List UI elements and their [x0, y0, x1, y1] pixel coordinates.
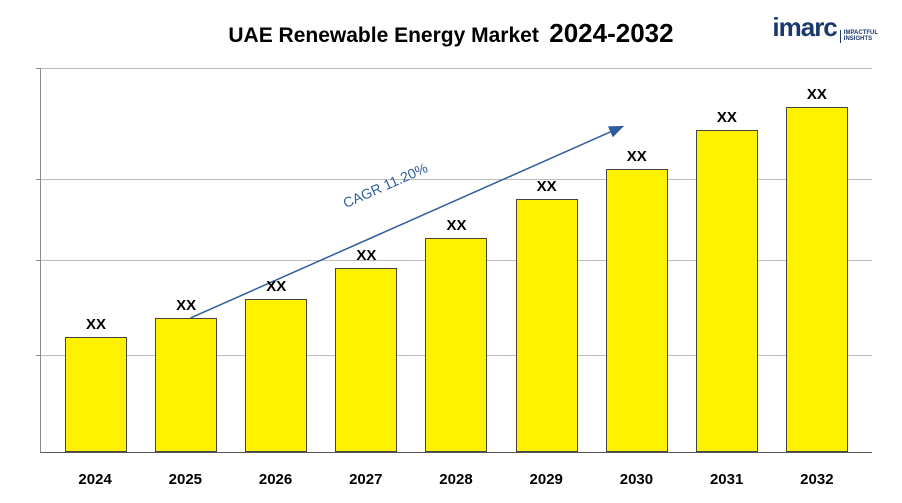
logo-tagline: IMPACTFUL INSIGHTS [840, 30, 878, 43]
chart-canvas: UAE Renewable Energy Market 2024-2032 im… [0, 0, 902, 503]
bar-value-label: XX [717, 109, 737, 126]
bar-value-label: XX [86, 316, 106, 333]
x-axis-label: 2025 [140, 463, 230, 503]
x-axis-labels: 202420252026202720282029203020312032 [40, 463, 872, 503]
bar [606, 169, 668, 452]
bar-value-label: XX [266, 278, 286, 295]
bar-slot: XX [502, 69, 592, 452]
bar-slot: XX [51, 69, 141, 452]
brand-logo: imarc IMPACTFUL INSIGHTS [772, 12, 878, 43]
bar-value-label: XX [627, 148, 647, 165]
x-axis-label: 2032 [772, 463, 862, 503]
bar-slot: XX [682, 69, 772, 452]
bar [155, 318, 217, 452]
bar-slot: XX [141, 69, 231, 452]
x-axis-label: 2027 [321, 463, 411, 503]
x-axis-label: 2031 [682, 463, 772, 503]
bar-slot: XX [592, 69, 682, 452]
bar-slot: XX [321, 69, 411, 452]
bar-value-label: XX [807, 86, 827, 103]
bar-value-label: XX [537, 178, 557, 195]
bar [245, 299, 307, 452]
plot-area: CAGR 11.20% XXXXXXXXXXXXXXXXXX [40, 68, 872, 453]
bar [786, 107, 848, 452]
bars-container: XX XX XX XX XX XX XX XX XX [41, 69, 872, 452]
chart-title: UAE Renewable Energy Market 2024-2032 [0, 18, 902, 49]
x-axis-label: 2026 [230, 463, 320, 503]
bar-value-label: XX [356, 247, 376, 264]
bar-value-label: XX [446, 217, 466, 234]
x-axis-label: 2028 [411, 463, 501, 503]
x-axis-label: 2024 [50, 463, 140, 503]
bar [335, 268, 397, 452]
title-range: 2024-2032 [549, 18, 673, 48]
title-prefix: UAE Renewable Energy Market [228, 24, 538, 47]
bar-slot: XX [772, 69, 862, 452]
logo-main-text: imarc [772, 12, 836, 43]
bar [696, 130, 758, 452]
bar [425, 238, 487, 452]
bar [65, 337, 127, 452]
bar-slot: XX [411, 69, 501, 452]
bar-slot: XX [231, 69, 321, 452]
bar [516, 199, 578, 452]
bar-value-label: XX [176, 297, 196, 314]
x-axis-label: 2030 [591, 463, 681, 503]
x-axis-label: 2029 [501, 463, 591, 503]
